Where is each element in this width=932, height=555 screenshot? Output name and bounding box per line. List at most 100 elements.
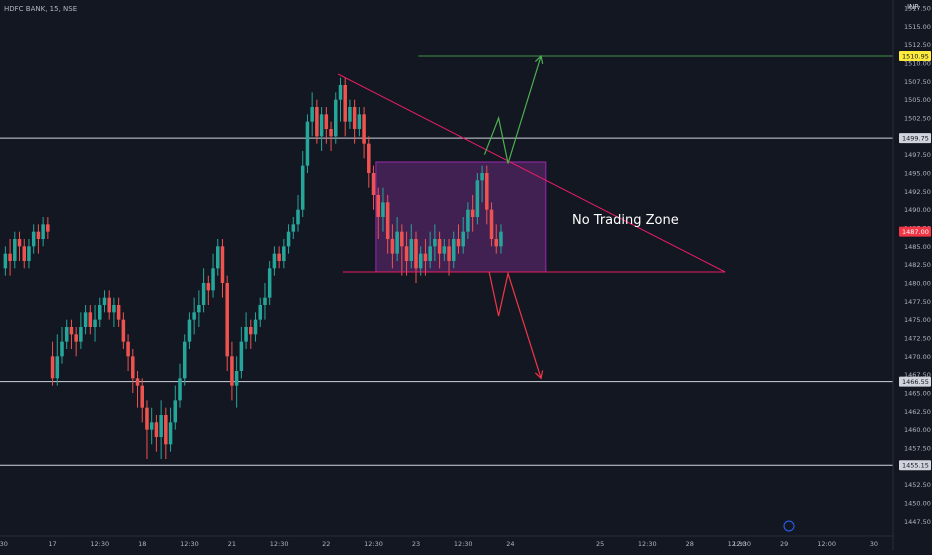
x-axis-tick-label: 12:30 [732, 540, 751, 548]
candle-body [201, 283, 206, 305]
candle-body [13, 239, 17, 261]
candle-body [489, 209, 494, 239]
target-price-label-bg [899, 51, 931, 62]
candle-body [305, 121, 310, 166]
y-axis-tick-label: 1507.50 [904, 78, 931, 86]
candle-body [27, 246, 31, 261]
candle-body [385, 202, 390, 239]
level-price-label-bg [899, 376, 931, 387]
y-axis-tick-label: 1472.50 [904, 335, 931, 343]
candle-body [253, 319, 258, 335]
x-axis-tick-label: 18 [138, 540, 146, 548]
candle-body [102, 297, 107, 305]
candle-body [286, 231, 291, 247]
bearish-arrow [488, 271, 542, 379]
candle-body [343, 85, 347, 122]
x-axis-tick-label: 24 [506, 540, 514, 548]
candle-body [154, 422, 159, 437]
candle-body [428, 246, 432, 261]
candle-body [41, 224, 45, 239]
candle-body [461, 231, 465, 247]
candle-body [140, 385, 144, 408]
candle-body [244, 327, 248, 342]
candle-body [36, 231, 41, 239]
x-axis-tick-label: 12:30 [728, 540, 747, 548]
y-axis-tick-label: 1510.00 [904, 60, 931, 68]
candle-body [225, 283, 229, 357]
candle-body [376, 195, 380, 217]
candle-body [88, 312, 93, 327]
candle-body [121, 319, 126, 342]
candle-body [112, 305, 116, 313]
no-trading-zone-box [375, 161, 547, 273]
x-axis-tick-label: 12:00 [817, 540, 836, 548]
candle-body [197, 305, 201, 313]
candle-body [46, 224, 50, 232]
x-axis-tick-label: 23 [412, 540, 420, 548]
candle-body [159, 415, 163, 437]
candle-body [470, 209, 475, 217]
y-axis-tick-label: 1447.50 [904, 518, 931, 526]
candle-body [239, 341, 244, 371]
candle-body [310, 107, 314, 122]
candle-body [367, 143, 371, 173]
candle-body [187, 319, 192, 342]
candle-body [192, 312, 196, 320]
candle-body [216, 246, 220, 269]
x-axis-tick-label: 30 [870, 540, 878, 548]
symbol-label: HDFC BANK, 15, NSE [4, 5, 78, 13]
candle-body [173, 400, 178, 423]
candle-body [395, 231, 399, 254]
candle-body [291, 224, 296, 232]
candle-body [168, 422, 173, 445]
candle-body [357, 114, 362, 129]
candle-body [116, 305, 121, 320]
candle-body [348, 107, 352, 122]
candle-body [50, 356, 55, 379]
candle-body [79, 327, 83, 342]
candle-body [381, 202, 385, 217]
candle-body [74, 334, 78, 342]
candle-body [22, 246, 26, 261]
candle-body [3, 253, 8, 269]
bearish-arrow-head [534, 370, 544, 380]
level-price-label: 1466.55 [902, 378, 929, 386]
x-axis-tick-label: 17 [48, 540, 56, 548]
y-axis-tick-label: 1515.00 [904, 23, 931, 31]
candle-body [499, 231, 503, 247]
candle-body [296, 209, 300, 225]
candle-body [277, 253, 281, 261]
candle-body [230, 356, 234, 386]
candle-body [319, 114, 324, 137]
candle-body [234, 371, 239, 386]
candle-body [447, 246, 451, 261]
x-axis-tick-label: 29 [780, 540, 788, 548]
candle-body [31, 231, 36, 247]
candle-body [433, 239, 437, 247]
y-axis-tick-label: 1517.50 [904, 5, 931, 13]
candle-body [352, 107, 357, 129]
candle-body [164, 415, 168, 445]
candle-body [437, 239, 442, 254]
candle-body [263, 297, 267, 305]
level-price-label-bg [899, 460, 931, 471]
event-marker-icon[interactable] [783, 520, 795, 532]
x-axis-tick-label: 12:30 [638, 540, 657, 548]
upper-trendline [337, 73, 726, 273]
candle-body [400, 231, 404, 247]
y-axis-tick-label: 1495.00 [904, 170, 931, 178]
x-axis-tick-label: 12:30 [454, 540, 473, 548]
y-axis-tick-label: 1490.00 [904, 206, 931, 214]
candle-body [371, 173, 376, 195]
candle-body [324, 114, 329, 129]
candle-body [178, 378, 182, 401]
candle-body [485, 173, 489, 210]
level-price-label: 1499.75 [902, 135, 929, 143]
candle-body [60, 341, 64, 357]
currency-label: INR [907, 3, 920, 11]
candle-body [466, 209, 470, 232]
candle-body [282, 246, 286, 261]
candle-body [83, 312, 88, 327]
candle-body [475, 180, 480, 217]
